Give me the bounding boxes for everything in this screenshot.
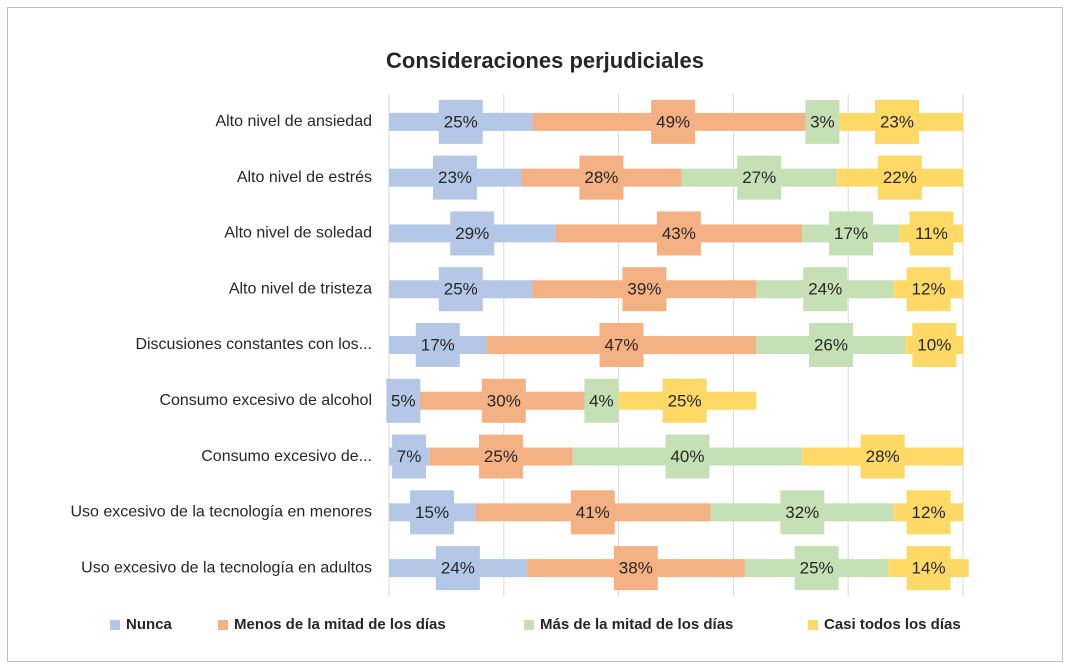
data-label-box (780, 490, 825, 535)
legend-label: Menos de la mitad de los días (234, 616, 446, 633)
data-label: 3% (810, 112, 835, 131)
data-label: 28% (584, 168, 618, 187)
data-label: 12% (912, 503, 946, 522)
data-label: 25% (668, 391, 702, 410)
data-label-box (909, 211, 954, 256)
data-label: 38% (619, 559, 653, 578)
y-tick-label: Uso excesivo de la tecnología en menores (70, 504, 372, 521)
data-label: 17% (834, 224, 868, 243)
y-tick-label: Alto nivel de soledad (224, 225, 372, 242)
data-label: 23% (438, 168, 472, 187)
data-label: 4% (589, 391, 614, 410)
data-label-box (438, 267, 483, 312)
data-label: 49% (656, 112, 690, 131)
data-label-box (874, 99, 919, 144)
data-label: 17% (421, 335, 455, 354)
data-label: 5% (391, 391, 416, 410)
data-label: 39% (627, 280, 661, 299)
data-label-box (433, 155, 478, 200)
y-tick-label: Alto nivel de tristeza (229, 280, 372, 297)
data-label-box (877, 155, 922, 200)
data-label: 26% (814, 335, 848, 354)
data-label-box (829, 211, 874, 256)
data-label: 14% (912, 559, 946, 578)
data-label-box (805, 99, 840, 144)
data-label: 25% (444, 280, 478, 299)
data-label: 25% (484, 447, 518, 466)
data-label: 12% (912, 280, 946, 299)
data-label: 10% (917, 335, 951, 354)
y-tick-label: Uso excesivo de la tecnología en adultos (81, 559, 372, 576)
legend-swatch (218, 620, 228, 630)
y-tick-label: Alto nivel de ansiedad (215, 113, 372, 130)
data-label: 22% (883, 168, 917, 187)
data-label-box (386, 378, 421, 423)
data-label: 25% (800, 559, 834, 578)
data-label: 24% (808, 280, 842, 299)
data-label-box (570, 490, 615, 535)
data-label-box (613, 546, 658, 591)
data-label: 24% (441, 559, 475, 578)
legend-label: Casi todos los días (824, 616, 961, 633)
data-label-box (803, 267, 848, 312)
data-label-box (584, 378, 619, 423)
data-label-box (622, 267, 667, 312)
data-label-box (415, 323, 460, 367)
data-label-box (662, 378, 707, 423)
data-label: 30% (487, 391, 521, 410)
data-label-box (410, 490, 455, 535)
data-label-box (651, 99, 696, 144)
data-label: 47% (604, 335, 638, 354)
data-label-box (808, 323, 853, 367)
data-label-box (438, 99, 483, 144)
data-label-box (579, 155, 624, 200)
data-label: 28% (866, 447, 900, 466)
data-label-box (912, 323, 957, 367)
y-tick-label: Alto nivel de estrés (237, 169, 372, 186)
data-label-box (450, 211, 495, 256)
data-label-box (906, 546, 951, 591)
chart-title: Consideraciones perjudiciales (386, 48, 704, 73)
data-label-box (392, 434, 427, 479)
data-label: 23% (880, 112, 914, 131)
data-label: 25% (444, 112, 478, 131)
legend-label: Nunca (126, 616, 173, 633)
legend-swatch (110, 620, 120, 630)
data-label-box (656, 211, 701, 256)
data-label-box (481, 378, 526, 423)
legend-swatch (524, 620, 534, 630)
data-label-box (906, 490, 951, 535)
data-label: 32% (785, 503, 819, 522)
legend-swatch (808, 620, 818, 630)
data-label: 40% (670, 447, 704, 466)
data-label-box (599, 323, 644, 367)
data-label-box (906, 267, 951, 312)
data-label: 41% (576, 503, 610, 522)
data-label: 15% (415, 503, 449, 522)
data-label-box (665, 434, 710, 479)
y-tick-label: Discusiones constantes con los... (135, 336, 372, 353)
data-label-box (794, 546, 839, 591)
data-label-box (737, 155, 782, 200)
legend-label: Más de la mitad de los días (540, 616, 733, 633)
data-label-box (435, 546, 480, 591)
data-label: 11% (915, 224, 948, 243)
data-label: 27% (742, 168, 776, 187)
y-tick-label: Consumo excesivo de... (201, 448, 372, 465)
data-label-box (860, 434, 905, 479)
data-label: 7% (397, 447, 422, 466)
data-label-box (478, 434, 523, 479)
data-label: 29% (455, 224, 489, 243)
data-label: 43% (662, 224, 696, 243)
y-tick-label: Consumo excesivo de alcohol (159, 392, 372, 409)
